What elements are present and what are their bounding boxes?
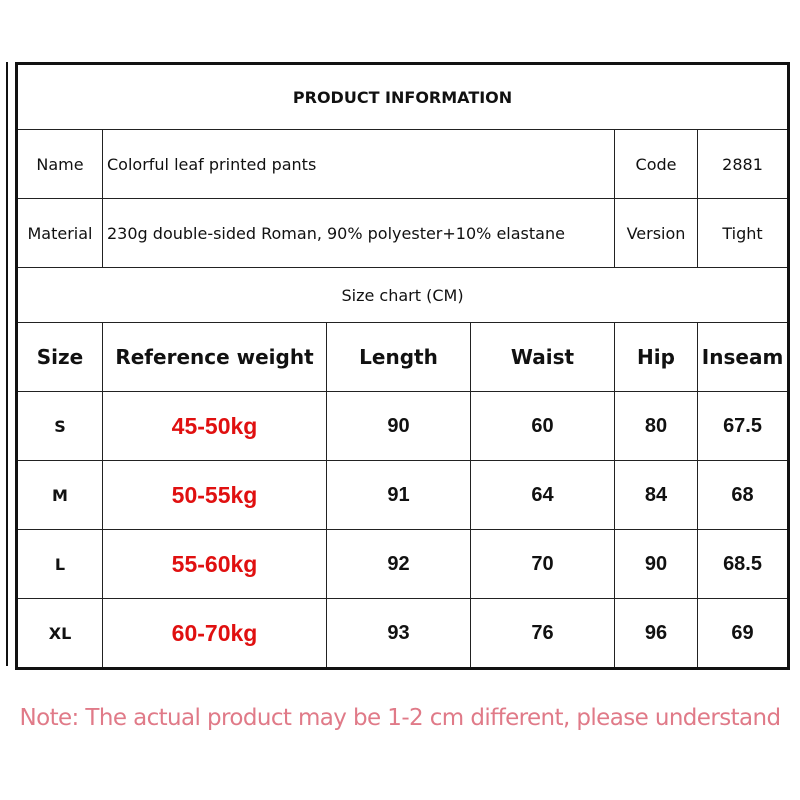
- cell-waist: 76: [470, 598, 615, 669]
- material-value: 230g double-sided Roman, 90% polyester+1…: [102, 198, 615, 268]
- material-row: Material 230g double-sided Roman, 90% po…: [16, 198, 790, 268]
- name-row: Name Colorful leaf printed pants Code 28…: [16, 129, 790, 199]
- size-chart-title: Size chart (CM): [15, 267, 790, 323]
- cell-waist: 60: [470, 391, 615, 461]
- name-label: Name: [16, 129, 103, 199]
- cell-waist: 70: [470, 529, 615, 599]
- cell-size: M: [16, 460, 103, 530]
- cell-hip: 84: [614, 460, 698, 530]
- cell-weight: 45-50kg: [102, 391, 327, 461]
- cell-inseam: 69: [696, 598, 790, 669]
- header-inseam: Inseam: [696, 322, 790, 392]
- cell-size: S: [16, 391, 103, 461]
- table-row: L 55-60kg 92 70 90 68.5: [16, 529, 790, 599]
- cell-weight: 50-55kg: [102, 460, 327, 530]
- material-label: Material: [16, 198, 103, 268]
- cell-length: 90: [326, 391, 471, 461]
- header-hip: Hip: [614, 322, 698, 392]
- code-label: Code: [614, 129, 698, 199]
- cell-inseam: 68.5: [696, 529, 790, 599]
- name-value: Colorful leaf printed pants: [102, 129, 615, 199]
- cell-hip: 96: [614, 598, 698, 669]
- table-row: S 45-50kg 90 60 80 67.5: [16, 391, 790, 461]
- cell-hip: 80: [614, 391, 698, 461]
- product-info-table: PRODUCT INFORMATION Name Colorful leaf p…: [15, 62, 791, 670]
- version-label: Version: [614, 198, 698, 268]
- cell-length: 92: [326, 529, 471, 599]
- cell-size: XL: [16, 598, 103, 669]
- header-size: Size: [16, 322, 103, 392]
- cell-weight: 60-70kg: [102, 598, 327, 669]
- cell-length: 93: [326, 598, 471, 669]
- header-length: Length: [326, 322, 471, 392]
- cell-hip: 90: [614, 529, 698, 599]
- note-text: Note: The actual product may be 1-2 cm d…: [19, 705, 782, 731]
- code-value: 2881: [696, 129, 790, 199]
- cell-inseam: 67.5: [696, 391, 790, 461]
- table-row: M 50-55kg 91 64 84 68: [16, 460, 790, 530]
- version-value: Tight: [696, 198, 790, 268]
- table-row: XL 60-70kg 93 76 96 69: [16, 598, 790, 669]
- header-weight: Reference weight: [102, 322, 327, 392]
- cell-length: 91: [326, 460, 471, 530]
- cell-waist: 64: [470, 460, 615, 530]
- table-title: PRODUCT INFORMATION: [15, 63, 790, 130]
- cell-weight: 55-60kg: [102, 529, 327, 599]
- header-waist: Waist: [470, 322, 615, 392]
- header-row: Size Reference weight Length Waist Hip I…: [16, 322, 790, 392]
- left-border-line: [6, 62, 8, 666]
- cell-inseam: 68: [696, 460, 790, 530]
- cell-size: L: [16, 529, 103, 599]
